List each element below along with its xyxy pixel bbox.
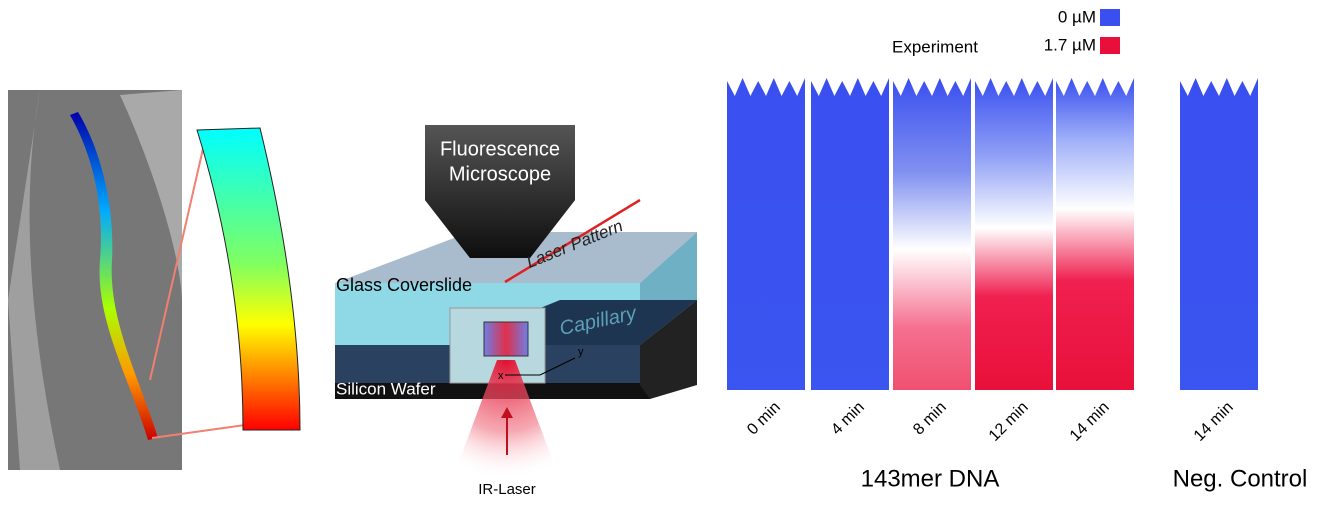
legend-swatch (1100, 37, 1120, 54)
concentration-panel (727, 78, 805, 390)
label: Fluorescence (440, 138, 560, 160)
micrograph-panel (8, 90, 300, 470)
label: IR-Laser (478, 481, 536, 498)
legend-label: 1.7 µM (1044, 35, 1096, 54)
experiment: Experiment 0 µM 1.7 µM 143mer DNA Neg. C… (727, 7, 1307, 492)
concentration-panel (1056, 78, 1134, 390)
title: Experiment (892, 37, 978, 56)
panel-label: 14 min (1067, 399, 1113, 445)
legend-label: 0 µM (1058, 7, 1096, 26)
label: Glass Coverslide (336, 275, 472, 295)
zoomed-strip (197, 128, 300, 430)
panel-label: 4 min (828, 399, 868, 439)
panel-label: 12 min (986, 399, 1032, 445)
concentration-panel (893, 78, 971, 390)
concentration-panel (1180, 78, 1258, 390)
setup-diagram: Fluorescence Microscope Laser Pattern Gl… (335, 125, 697, 498)
group-label: Neg. Control (1173, 465, 1308, 492)
panel-label: 14 min (1191, 399, 1237, 445)
label: Silicon Wafer (336, 379, 436, 398)
concentration-panel (811, 78, 889, 390)
legend-swatch (1100, 9, 1120, 26)
panel-label: 0 min (744, 399, 784, 439)
label: Microscope (449, 163, 551, 185)
label: y (578, 346, 584, 358)
figure: Fluorescence Microscope Laser Pattern Gl… (0, 0, 1325, 501)
group-label: 143mer DNA (861, 465, 1000, 492)
capillary-channel (484, 322, 528, 356)
label: x (498, 370, 504, 382)
panel-label: 8 min (910, 399, 950, 439)
concentration-panel (975, 78, 1053, 390)
